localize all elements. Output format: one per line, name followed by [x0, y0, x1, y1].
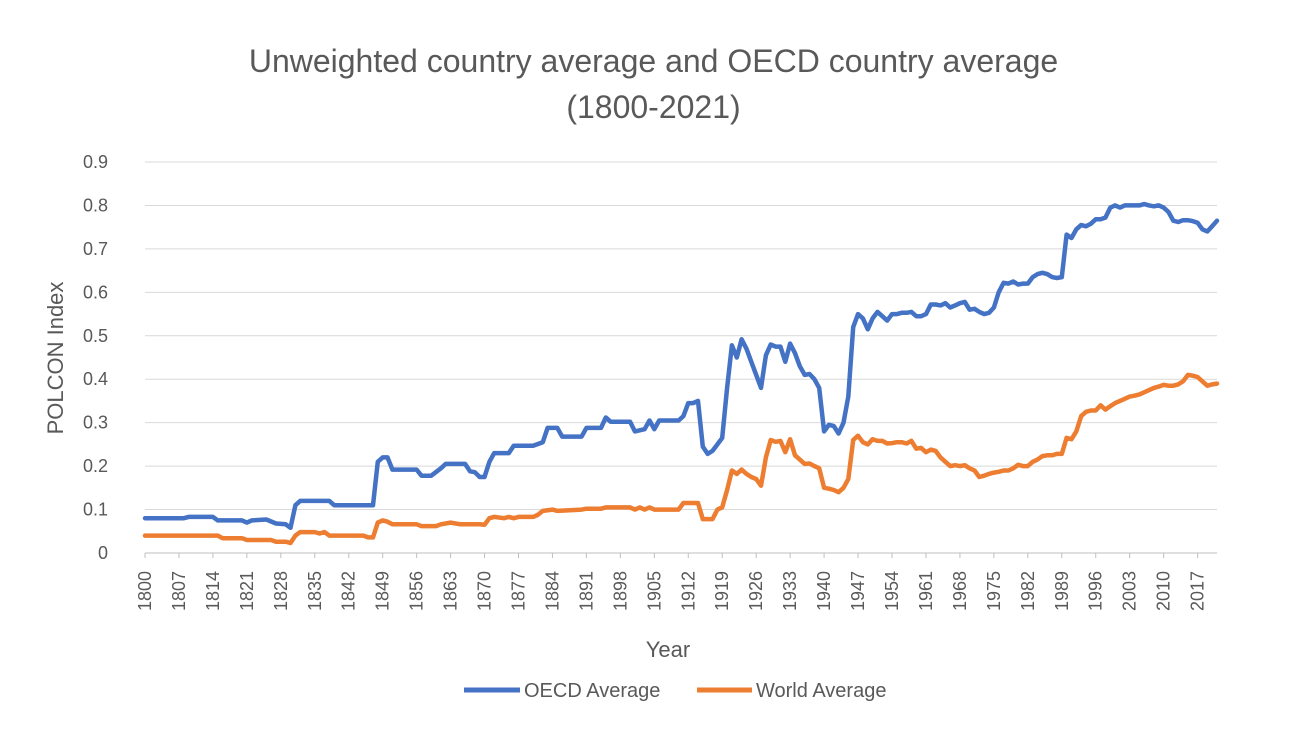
y-axis-ticks: 0 0.1 0.2 0.3 0.4 0.5 0.6 0.7 0.8 0.9 — [83, 152, 108, 563]
x-tick-label: 1933 — [780, 571, 800, 611]
y-tick-label: 0.8 — [83, 195, 108, 215]
chart-title: Unweighted country average and OECD coun… — [0, 38, 1307, 130]
x-tick-label: 1821 — [237, 571, 257, 611]
x-tick-label: 1898 — [610, 571, 630, 611]
x-tick-label: 1961 — [916, 571, 936, 611]
y-tick-label: 0.6 — [83, 282, 108, 302]
y-tick-label: 0.7 — [83, 239, 108, 259]
x-axis-ticks: 1800 1807 1814 1821 1828 1835 1842 1849 1856 1863… — [135, 553, 1208, 611]
x-tick-label: 1905 — [644, 571, 664, 611]
x-tick-label: 1884 — [542, 571, 562, 611]
x-tick-label: 1947 — [848, 571, 868, 611]
x-tick-label: 1800 — [135, 571, 155, 611]
x-tick-label: 1828 — [271, 571, 291, 611]
x-tick-label: 1877 — [509, 571, 529, 611]
x-tick-label: 1870 — [475, 571, 495, 611]
legend-label-oecd: OECD Average — [524, 680, 660, 702]
x-tick-label: 1996 — [1086, 571, 1106, 611]
y-tick-label: 0.4 — [83, 369, 108, 389]
x-tick-label: 1863 — [441, 571, 461, 611]
x-tick-label: 1968 — [950, 571, 970, 611]
y-tick-label: 0.9 — [83, 152, 108, 172]
chart-title-line-2: (1800-2021) — [566, 89, 741, 125]
x-tick-label: 1835 — [305, 571, 325, 611]
x-tick-label: 1940 — [814, 571, 834, 611]
x-tick-label: 1919 — [712, 571, 732, 611]
x-tick-label: 1954 — [882, 571, 902, 611]
y-tick-label: 0.3 — [83, 413, 108, 433]
x-tick-label: 1975 — [984, 571, 1004, 611]
x-tick-label: 1807 — [169, 571, 189, 611]
y-tick-label: 0.1 — [83, 500, 108, 520]
x-tick-label: 1849 — [373, 571, 393, 611]
x-tick-label: 1814 — [203, 571, 223, 611]
gridlines — [145, 161, 1217, 554]
x-tick-label: 1891 — [576, 571, 596, 611]
oecd-average-line — [142, 201, 1220, 531]
series-lines — [142, 201, 1220, 546]
x-tick-label: 1842 — [339, 571, 359, 611]
x-tick-label: 1912 — [678, 571, 698, 611]
x-tick-label: 1989 — [1052, 571, 1072, 611]
world-average-line — [142, 372, 1220, 546]
x-tick-label: 2017 — [1188, 571, 1208, 611]
x-tick-label: 1926 — [746, 571, 766, 611]
x-tick-label: 1982 — [1018, 571, 1038, 611]
x-tick-label: 2010 — [1154, 571, 1174, 611]
y-tick-label: 0.5 — [83, 326, 108, 346]
y-tick-label: 0.2 — [83, 456, 108, 476]
x-tick-label: 2003 — [1120, 571, 1140, 611]
legend: OECD Average World Average — [464, 680, 886, 702]
y-tick-label: 0 — [98, 543, 108, 563]
chart-title-line-1: Unweighted country average and OECD coun… — [248, 43, 1059, 79]
x-axis-title: Year — [646, 637, 690, 662]
x-tick-label: 1856 — [407, 571, 427, 611]
legend-label-world: World Average — [756, 680, 886, 702]
y-axis-title: POLCON Index — [43, 282, 68, 435]
